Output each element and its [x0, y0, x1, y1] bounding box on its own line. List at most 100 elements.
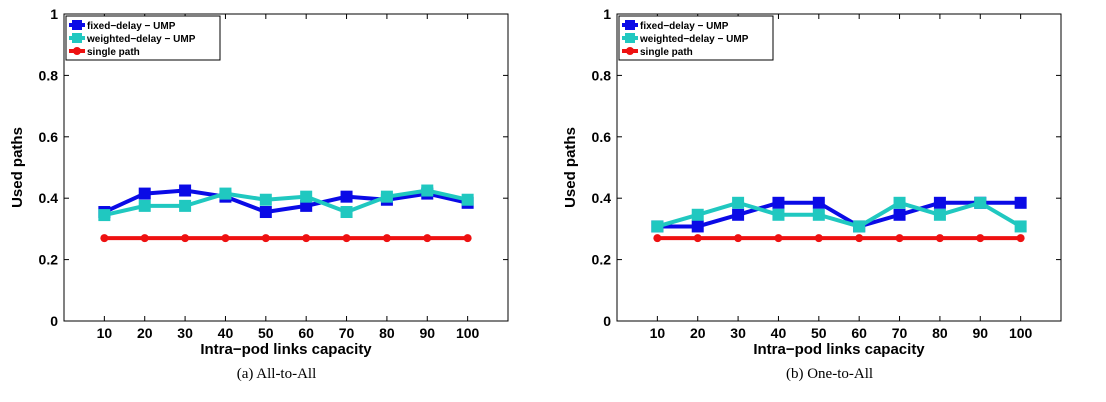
- legend-label: fixed−delay − UMP: [87, 21, 176, 32]
- data-point: [732, 208, 745, 221]
- x-tick-label: 10: [650, 325, 666, 341]
- data-point: [380, 190, 393, 203]
- x-tick-label: 100: [456, 325, 480, 341]
- legend-box: [65, 15, 221, 61]
- data-point: [300, 190, 313, 203]
- data-point: [181, 234, 190, 243]
- data-point: [463, 234, 472, 243]
- x-tick-label: 90: [972, 325, 988, 341]
- chart-panel-one-to-all: 0 0.2 0.4 0.6 0.8 1 10 20 30 40 50 60 70 80 90 100 Intra…: [553, 0, 1106, 402]
- series-line: [656, 200, 1022, 229]
- legend-label: weighted−delay − UMP: [639, 34, 749, 45]
- data-point: [259, 206, 272, 219]
- data-point: [772, 196, 785, 209]
- x-tick-label: 40: [218, 325, 234, 341]
- chart-caption: (b) One-to-All: [785, 366, 874, 382]
- x-tick-label: 70: [339, 325, 355, 341]
- data-point: [300, 199, 313, 212]
- y-tick-label: 0.4: [592, 190, 612, 206]
- x-tick-label: 50: [811, 325, 827, 341]
- data-point: [691, 208, 704, 221]
- legend-marker: [625, 33, 635, 43]
- data-point: [855, 234, 864, 243]
- legend-marker: [626, 47, 634, 55]
- x-tick-label: 40: [771, 325, 787, 341]
- y-tick-label: 0.6: [39, 129, 59, 145]
- legend-marker: [625, 20, 635, 30]
- data-point: [179, 184, 192, 197]
- y-axis-label: Used paths: [562, 127, 579, 208]
- data-point: [974, 196, 987, 209]
- x-tick-label: 30: [177, 325, 193, 341]
- data-point: [853, 220, 866, 233]
- data-point: [653, 234, 662, 243]
- legend-label: weighted−delay − UMP: [86, 34, 196, 45]
- chart-one-to-all: 0 0.2 0.4 0.6 0.8 1 10 20 30 40 50 60 70 80 90 100 Intra…: [562, 6, 1062, 358]
- legend-box: [618, 15, 774, 61]
- legend-label: fixed−delay − UMP: [640, 21, 729, 32]
- data-point: [423, 234, 432, 243]
- series-line: [657, 200, 1021, 229]
- legend-marker: [73, 47, 81, 55]
- legend-marker: [72, 33, 82, 43]
- x-tick-label: 80: [379, 325, 395, 341]
- data-point: [933, 196, 946, 209]
- data-point: [651, 220, 664, 233]
- data-point: [1014, 196, 1027, 209]
- legend-label: single path: [640, 47, 693, 58]
- x-tick-label: 30: [730, 325, 746, 341]
- y-tick-label: 0.2: [592, 252, 612, 268]
- data-point: [895, 234, 904, 243]
- x-tick-label: 80: [932, 325, 948, 341]
- x-tick-label: 60: [298, 325, 314, 341]
- data-point: [340, 190, 353, 203]
- y-tick-label: 1: [603, 6, 611, 22]
- y-tick-label: 0.4: [39, 190, 59, 206]
- y-tick-label: 0: [50, 313, 58, 329]
- data-point: [340, 206, 353, 219]
- data-point: [221, 234, 230, 243]
- data-point: [893, 208, 906, 221]
- data-point: [693, 234, 702, 243]
- data-point: [732, 196, 745, 209]
- y-tick-label: 0.8: [39, 67, 59, 83]
- plot-frame: [63, 13, 509, 322]
- data-point: [461, 193, 474, 206]
- data-point: [812, 208, 825, 221]
- y-tick-label: 0.2: [39, 252, 59, 268]
- data-point: [772, 208, 785, 221]
- y-tick-label: 1: [50, 6, 58, 22]
- y-axis-label: Used paths: [9, 127, 26, 208]
- x-tick-label: 60: [851, 325, 867, 341]
- series-line: [103, 188, 469, 215]
- x-axis-label: Intra−pod links capacity: [200, 341, 372, 358]
- x-tick-label: 90: [419, 325, 435, 341]
- chart-caption: (a) All-to-All: [236, 366, 317, 382]
- data-point: [421, 184, 434, 197]
- y-tick-label: 0.8: [592, 67, 612, 83]
- data-point: [179, 199, 192, 212]
- data-point: [219, 187, 232, 200]
- chart-panel-all-to-all: 0 0.2 0.4 0.6 0.8 1 10 20 30 40 50 60 70 80 90 100 Intra…: [9, 6, 509, 382]
- data-point: [814, 234, 823, 243]
- data-point: [933, 208, 946, 221]
- data-point: [893, 196, 906, 209]
- data-point: [935, 234, 944, 243]
- x-tick-label: 100: [1009, 325, 1033, 341]
- y-tick-label: 0: [603, 313, 611, 329]
- data-point: [302, 234, 311, 243]
- plot-frame: [616, 13, 1062, 322]
- x-tick-label: 20: [137, 325, 153, 341]
- y-tick-label: 0.6: [592, 129, 612, 145]
- x-tick-label: 20: [690, 325, 706, 341]
- x-axis-label: Intra−pod links capacity: [753, 341, 925, 358]
- data-point: [98, 209, 111, 222]
- data-point: [976, 234, 985, 243]
- data-point: [100, 234, 109, 243]
- data-point: [1016, 234, 1025, 243]
- data-point: [140, 234, 149, 243]
- chart-all-to-all: 0 0.2 0.4 0.6 0.8 1 10 20 30 40 50 60 70 80 90 100 Intra…: [9, 6, 509, 358]
- data-point: [342, 234, 351, 243]
- data-point: [1014, 220, 1027, 233]
- legend-marker: [72, 20, 82, 30]
